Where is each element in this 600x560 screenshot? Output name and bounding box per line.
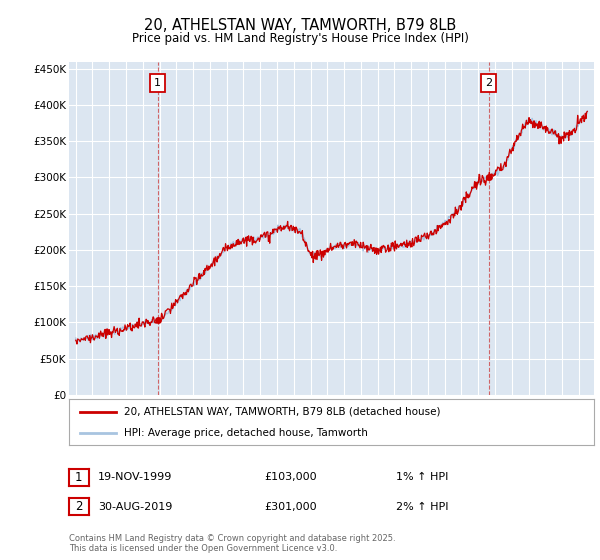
Text: Price paid vs. HM Land Registry's House Price Index (HPI): Price paid vs. HM Land Registry's House … [131, 32, 469, 45]
Text: 1% ↑ HPI: 1% ↑ HPI [396, 472, 448, 482]
Text: 19-NOV-1999: 19-NOV-1999 [98, 472, 172, 482]
Text: £301,000: £301,000 [264, 502, 317, 512]
Text: 30-AUG-2019: 30-AUG-2019 [98, 502, 172, 512]
Text: 1: 1 [154, 78, 161, 88]
Text: 2: 2 [485, 78, 493, 88]
Text: Contains HM Land Registry data © Crown copyright and database right 2025.
This d: Contains HM Land Registry data © Crown c… [69, 534, 395, 553]
Text: 2: 2 [75, 500, 83, 514]
Text: 20, ATHELSTAN WAY, TAMWORTH, B79 8LB: 20, ATHELSTAN WAY, TAMWORTH, B79 8LB [144, 18, 456, 33]
Text: £103,000: £103,000 [264, 472, 317, 482]
Text: 1: 1 [75, 470, 83, 484]
Text: 2% ↑ HPI: 2% ↑ HPI [396, 502, 449, 512]
Text: 20, ATHELSTAN WAY, TAMWORTH, B79 8LB (detached house): 20, ATHELSTAN WAY, TAMWORTH, B79 8LB (de… [124, 407, 440, 417]
Text: HPI: Average price, detached house, Tamworth: HPI: Average price, detached house, Tamw… [124, 428, 368, 438]
